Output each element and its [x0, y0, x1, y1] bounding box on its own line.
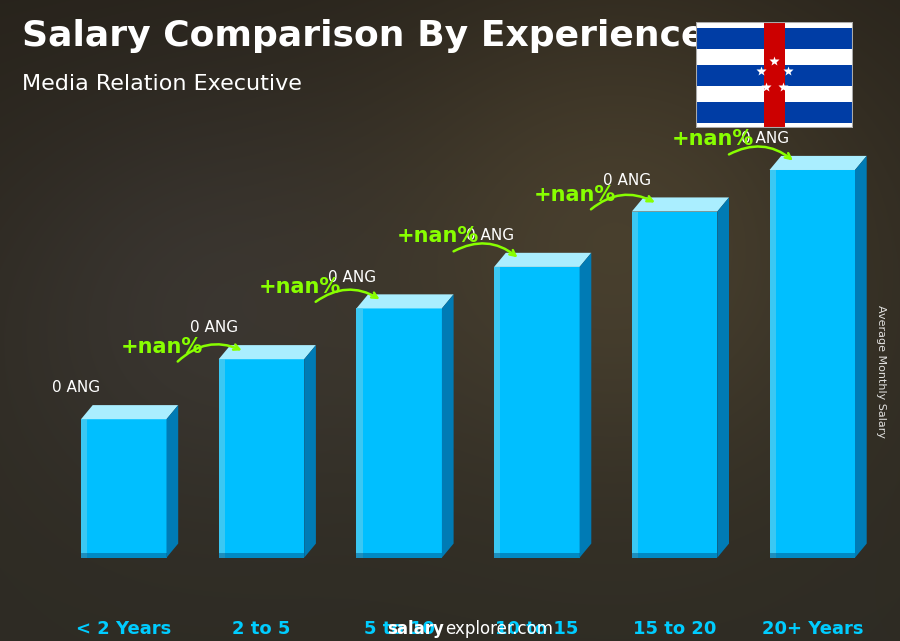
Text: +nan%: +nan%: [122, 337, 203, 357]
Polygon shape: [580, 253, 591, 558]
Polygon shape: [81, 419, 166, 558]
Polygon shape: [219, 553, 304, 558]
Text: 0 ANG: 0 ANG: [741, 131, 789, 146]
Polygon shape: [304, 345, 316, 558]
Text: 20+ Years: 20+ Years: [761, 620, 863, 638]
Polygon shape: [717, 197, 729, 558]
Polygon shape: [81, 553, 166, 558]
Text: +nan%: +nan%: [672, 129, 754, 149]
Polygon shape: [770, 156, 867, 170]
Polygon shape: [855, 156, 867, 558]
Text: 10 to 15: 10 to 15: [495, 620, 579, 638]
Polygon shape: [219, 359, 304, 558]
Polygon shape: [356, 308, 442, 558]
Polygon shape: [632, 212, 638, 558]
Bar: [764, 22, 785, 128]
Text: +nan%: +nan%: [535, 185, 617, 204]
Polygon shape: [770, 170, 855, 558]
Polygon shape: [356, 553, 442, 558]
Polygon shape: [494, 553, 580, 558]
Bar: [696, 102, 853, 123]
Text: 15 to 20: 15 to 20: [633, 620, 716, 638]
Polygon shape: [219, 345, 316, 359]
Text: 0 ANG: 0 ANG: [52, 381, 101, 395]
Text: < 2 Years: < 2 Years: [76, 620, 171, 638]
Polygon shape: [632, 212, 717, 558]
Text: 0 ANG: 0 ANG: [190, 320, 239, 335]
Text: +nan%: +nan%: [397, 226, 479, 246]
Polygon shape: [442, 294, 454, 558]
Polygon shape: [632, 553, 717, 558]
Text: 0 ANG: 0 ANG: [328, 270, 376, 285]
Polygon shape: [166, 405, 178, 558]
Text: Media Relation Executive: Media Relation Executive: [22, 74, 302, 94]
Text: 0 ANG: 0 ANG: [603, 173, 652, 188]
Text: salary: salary: [387, 620, 444, 638]
Polygon shape: [356, 308, 363, 558]
Text: +nan%: +nan%: [259, 277, 341, 297]
Polygon shape: [770, 170, 776, 558]
Polygon shape: [770, 553, 855, 558]
Polygon shape: [81, 405, 178, 419]
Bar: [696, 28, 853, 49]
Polygon shape: [219, 359, 225, 558]
Polygon shape: [494, 267, 500, 558]
Text: explorer.com: explorer.com: [446, 620, 554, 638]
Polygon shape: [81, 419, 87, 558]
Polygon shape: [494, 253, 591, 267]
Text: 0 ANG: 0 ANG: [465, 228, 514, 243]
Polygon shape: [494, 267, 580, 558]
Polygon shape: [356, 294, 454, 308]
Polygon shape: [632, 197, 729, 212]
Text: 5 to 10: 5 to 10: [364, 620, 435, 638]
Bar: [696, 65, 853, 86]
Text: 2 to 5: 2 to 5: [232, 620, 291, 638]
Text: Average Monthly Salary: Average Monthly Salary: [877, 305, 886, 438]
Text: Salary Comparison By Experience: Salary Comparison By Experience: [22, 19, 706, 53]
